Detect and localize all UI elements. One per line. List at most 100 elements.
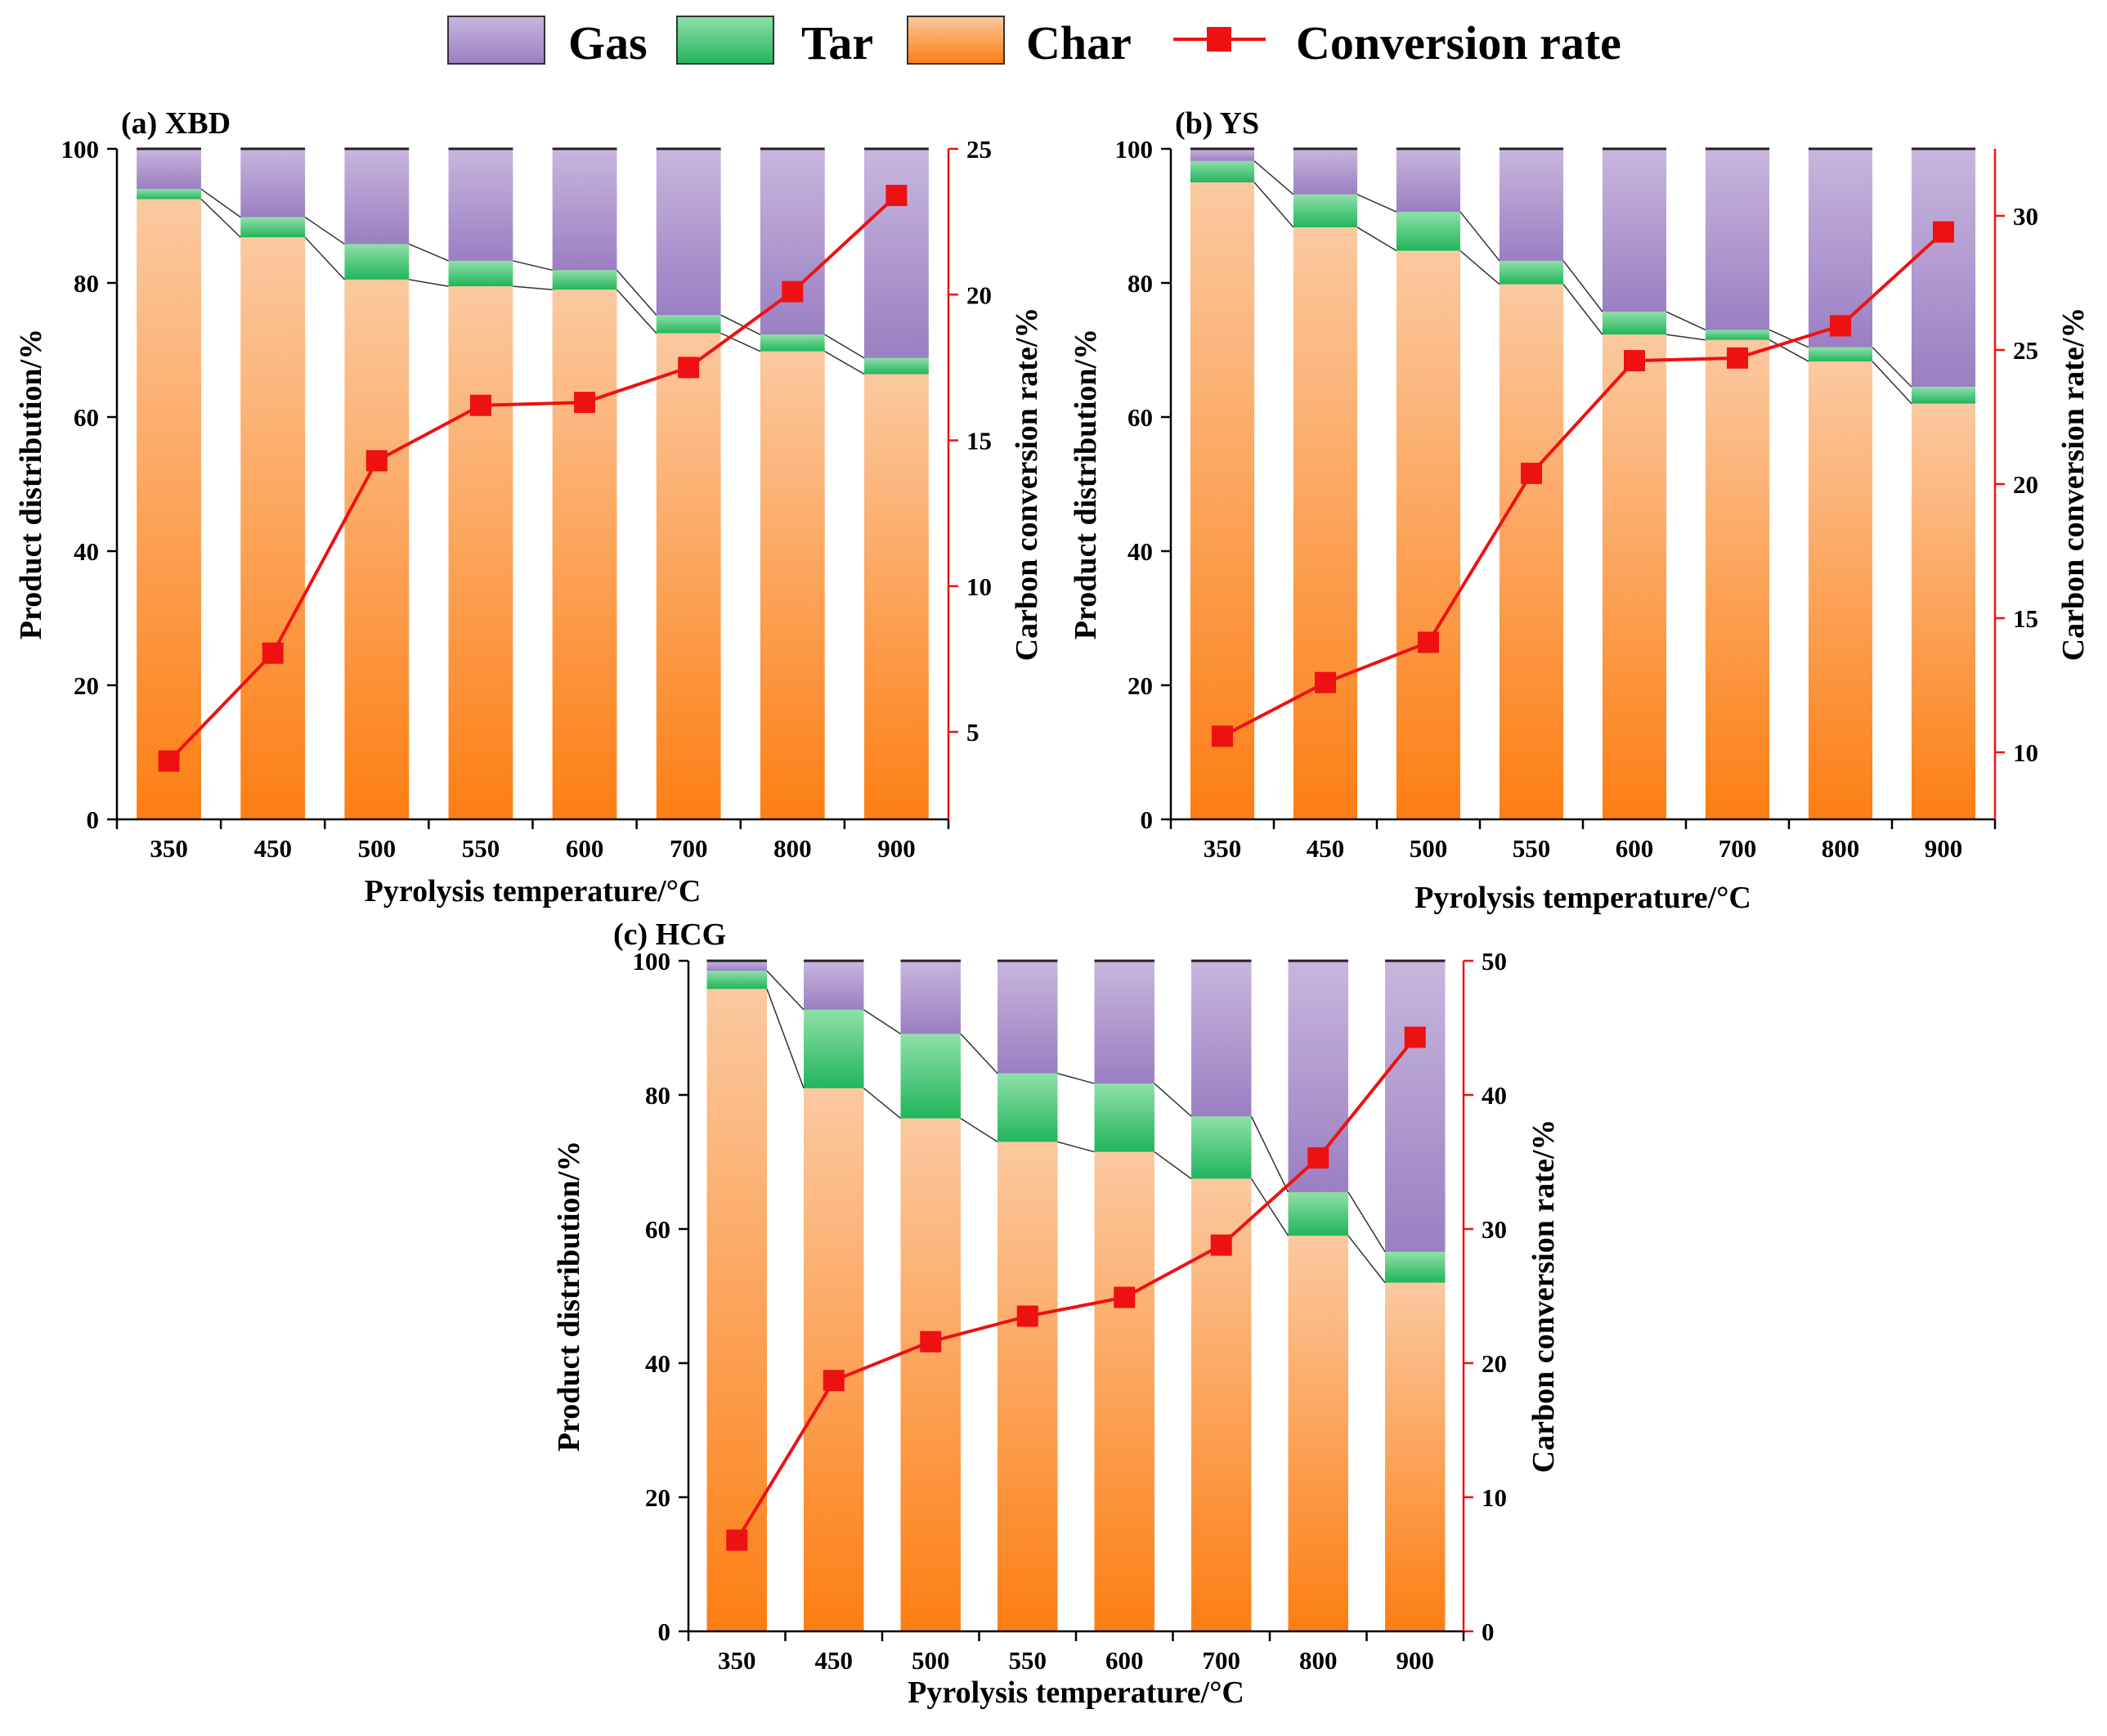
bar-gas-700 [1705,149,1770,330]
legend-swatch-gas [447,16,545,65]
x-tick-label-450: 450 [253,834,292,863]
bar-gas-900 [1385,961,1446,1252]
bar-char-550 [448,286,513,820]
char-connector [1154,1151,1192,1180]
char-connector [1665,334,1706,341]
bar-char-450 [1293,227,1358,819]
x-tick-label-450: 450 [815,1646,854,1675]
x-tick-label-550: 550 [1513,834,1551,863]
y-tick-label: 0 [1141,805,1154,834]
bar-tar-800 [760,334,825,352]
y2-tick-label: 15 [966,427,992,455]
tar-connector [824,334,865,359]
y-tick-label: 20 [74,671,99,700]
bar-char-800 [1288,1236,1348,1631]
bar-char-700 [1705,339,1770,819]
y-axis-title: Product distribution/% [1069,329,1103,639]
bar-tar-900 [1911,387,1976,404]
char-connector [824,350,865,375]
panel-title: (c) HCG [613,917,726,952]
x-tick-label-500: 500 [358,834,397,863]
conversion-point-600 [574,392,596,414]
bar-char-600 [1602,334,1667,819]
char-connector [1769,339,1809,362]
x-tick-label-700: 700 [670,834,708,863]
y-tick-label: 100 [61,135,100,164]
char-connector [1872,361,1912,405]
char-connector [863,1088,901,1119]
bar-char-350 [137,199,201,819]
bar-gas-500 [344,149,410,244]
bar-char-350 [706,989,767,1631]
bar-tar-800 [1808,347,1873,361]
conversion-point-700 [1210,1234,1232,1256]
char-connector [1250,1178,1289,1236]
y2-tick-label: 30 [1482,1215,1507,1244]
y2-tick-label: 10 [966,572,992,601]
tar-connector [863,1009,901,1035]
y2-axis-title: Carbon conversion rate/% [1526,1119,1561,1474]
conversion-point-600 [1114,1286,1136,1308]
char-connector [1562,284,1603,335]
bar-tar-500 [344,244,410,280]
bar-gas-350 [706,961,767,971]
tar-connector [200,188,241,218]
tar-connector [1356,194,1397,213]
y2-axis-title: Carbon conversion rate/% [2056,307,2091,662]
x-tick-label-350: 350 [150,834,188,863]
y-tick-label: 0 [658,1617,671,1646]
x-tick-label-550: 550 [462,834,500,863]
y-tick-label: 80 [1127,269,1153,298]
x-tick-label-350: 350 [718,1646,756,1675]
bar-char-600 [552,289,617,819]
char-connector [1057,1141,1095,1153]
y-tick-label: 60 [74,403,99,432]
tar-connector [1250,1115,1289,1193]
char-connector [409,279,449,287]
y2-tick-label: 5 [966,718,980,747]
tar-connector [408,243,449,262]
y2-axis-title: Carbon conversion rate/% [1010,307,1044,662]
bar-tar-350 [1190,160,1255,182]
bar-tar-350 [137,189,201,200]
conversion-point-550 [1016,1305,1038,1327]
y2-tick-label: 0 [1482,1617,1495,1646]
x-tick-label-600: 600 [1616,834,1654,863]
char-connector [960,1118,998,1143]
y-tick-label: 20 [1127,671,1153,700]
conversion-point-350 [1212,725,1233,747]
tar-connector [960,1033,998,1074]
bar-char-800 [760,351,825,819]
bar-char-500 [344,279,410,819]
bar-gas-600 [1602,149,1667,312]
bar-gas-500 [900,961,961,1034]
legend-label-gas: Gas [568,16,648,70]
bar-gas-450 [1293,149,1358,195]
conversion-point-800 [1830,315,1851,337]
panel-title: (b) YS [1175,106,1259,141]
bar-tar-600 [552,270,617,290]
conversion-point-900 [1404,1026,1426,1048]
bar-char-900 [1385,1282,1446,1631]
bar-gas-900 [864,149,929,358]
tar-connector [766,970,805,1011]
conversion-point-550 [1521,462,1542,484]
bar-gas-600 [1094,961,1154,1084]
y2-tick-label: 40 [1482,1081,1507,1110]
legend-swatch-tar [676,16,774,65]
bar-char-550 [997,1142,1058,1631]
tar-connector [1769,329,1809,348]
conversion-point-500 [920,1330,942,1352]
y-axis-title: Product distribution/% [14,329,48,639]
bar-char-800 [1808,361,1873,819]
bar-gas-550 [997,961,1058,1074]
bar-gas-350 [1190,149,1255,161]
legend-label-conversion: Conversion rate [1296,16,1621,70]
conversion-point-500 [1418,631,1439,653]
y-tick-label: 100 [633,947,671,976]
y2-tick-label: 15 [2013,604,2038,633]
tar-connector [1665,311,1706,331]
bar-tar-500 [900,1034,961,1119]
char-connector [513,285,553,290]
y-tick-label: 40 [1127,537,1153,566]
